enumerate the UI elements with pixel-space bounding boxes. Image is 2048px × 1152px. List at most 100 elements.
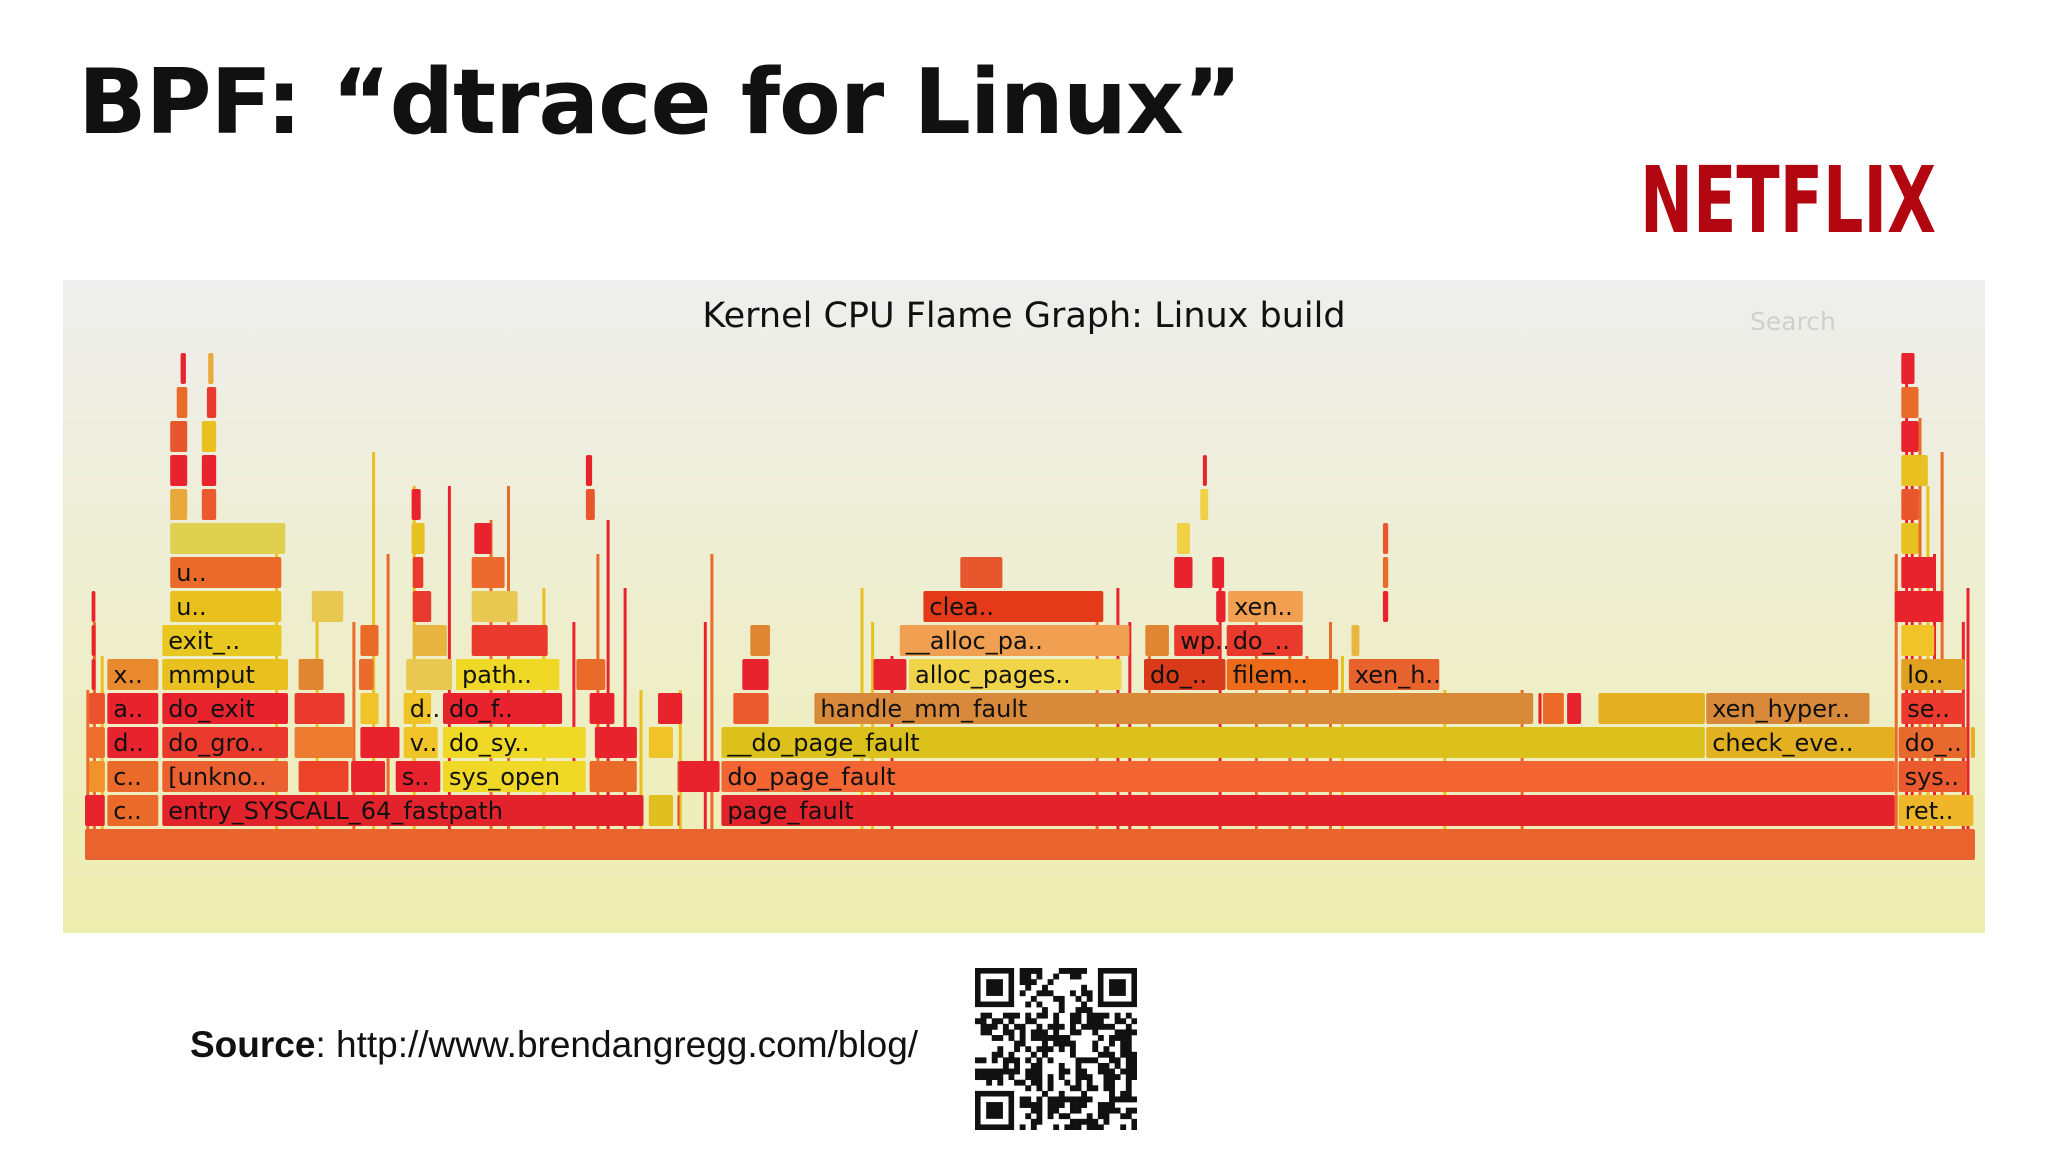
flame-frame[interactable] xyxy=(1901,523,1919,554)
flame-frame[interactable]: check_eve.. xyxy=(1706,727,1895,758)
flame-frame[interactable]: xen.. xyxy=(1228,591,1303,622)
flame-frame[interactable] xyxy=(91,659,96,690)
flame-frame[interactable]: alloc_pages.. xyxy=(909,659,1122,690)
flame-frame[interactable] xyxy=(679,761,720,792)
flame-frame[interactable] xyxy=(201,421,217,452)
flame-frame[interactable] xyxy=(873,659,907,690)
flame-frame[interactable]: do_exit xyxy=(162,693,288,724)
flame-frame[interactable]: handle_mm_fault xyxy=(814,693,1534,724)
flame-frame-sliver[interactable] xyxy=(606,520,610,860)
flame-frame[interactable] xyxy=(89,693,105,724)
flame-frame[interactable] xyxy=(201,489,217,520)
flame-frame[interactable]: a.. xyxy=(107,693,159,724)
flame-frame[interactable]: mmput xyxy=(162,659,288,690)
flame-frame-sliver[interactable] xyxy=(352,622,356,860)
flame-frame[interactable]: do_page_fault xyxy=(721,761,1895,792)
flame-frame-sliver[interactable] xyxy=(1940,452,1944,860)
flame-frame[interactable] xyxy=(648,727,673,758)
flame-frame[interactable] xyxy=(1216,591,1226,622)
flame-frame[interactable] xyxy=(1598,693,1705,724)
flame-frame[interactable] xyxy=(1202,455,1207,486)
flame-frame[interactable] xyxy=(180,353,186,384)
flame-frame[interactable]: x.. xyxy=(107,659,159,690)
source-url-link[interactable]: : http://www.brendangregg.com/blog/ xyxy=(315,1024,919,1065)
flame-frame[interactable] xyxy=(411,523,425,554)
flame-frame[interactable] xyxy=(750,625,770,656)
flame-graph-search-button[interactable]: Search xyxy=(1750,307,1836,336)
flame-frame[interactable] xyxy=(589,693,615,724)
flame-frame[interactable] xyxy=(960,557,1003,588)
flame-frame[interactable] xyxy=(1901,455,1928,486)
flame-frame[interactable] xyxy=(412,625,447,656)
flame-frame[interactable] xyxy=(1382,591,1389,622)
flame-frame[interactable] xyxy=(89,727,105,758)
flame-frame[interactable] xyxy=(733,693,769,724)
flame-frame[interactable] xyxy=(576,659,606,690)
flame-frame[interactable]: sys.. xyxy=(1898,761,1967,792)
flame-frame[interactable] xyxy=(412,557,424,588)
flame-frame[interactable]: d.. xyxy=(107,727,159,758)
flame-frame[interactable] xyxy=(1145,625,1169,656)
flame-frame[interactable]: d.. xyxy=(403,693,441,724)
flame-frame[interactable] xyxy=(89,761,105,792)
flame-frame-sliver[interactable] xyxy=(1894,554,1898,860)
flame-frame[interactable] xyxy=(1212,557,1225,588)
flame-frame[interactable]: c.. xyxy=(107,761,159,792)
flame-frame[interactable]: s.. xyxy=(395,761,441,792)
flame-frame[interactable] xyxy=(170,421,188,452)
flame-frame[interactable]: do_f.. xyxy=(443,693,563,724)
flame-frame[interactable]: do_.. xyxy=(1144,659,1226,690)
flame-frame[interactable]: u.. xyxy=(170,557,282,588)
flame-frame[interactable] xyxy=(658,693,683,724)
flame-frame[interactable]: sys_open xyxy=(443,761,586,792)
flame-frame[interactable] xyxy=(411,489,421,520)
flame-frame[interactable] xyxy=(298,761,349,792)
flame-frame[interactable] xyxy=(1174,557,1193,588)
flame-frame[interactable] xyxy=(1901,489,1919,520)
flame-frame[interactable] xyxy=(208,353,214,384)
flame-frame[interactable]: do_sy.. xyxy=(443,727,586,758)
flame-frame[interactable] xyxy=(1894,591,1944,622)
flame-frame[interactable] xyxy=(1542,693,1564,724)
flame-frame[interactable] xyxy=(170,523,286,554)
flame-frame[interactable]: ret.. xyxy=(1898,795,1974,826)
flame-frame[interactable]: clea.. xyxy=(923,591,1104,622)
flame-frame[interactable] xyxy=(360,625,379,656)
flame-frame[interactable] xyxy=(170,455,188,486)
flame-frame[interactable] xyxy=(589,761,637,792)
flame-frame[interactable] xyxy=(585,489,595,520)
flame-frame[interactable]: [unkno.. xyxy=(162,761,288,792)
flame-frame[interactable] xyxy=(1382,523,1389,554)
flame-frame[interactable]: lo.. xyxy=(1901,659,1965,690)
flame-frame-sliver[interactable] xyxy=(710,554,714,860)
flame-frame-sliver[interactable] xyxy=(703,622,707,860)
flame-frame-sliver[interactable] xyxy=(386,554,390,860)
flame-frame[interactable] xyxy=(471,591,518,622)
flame-frame[interactable] xyxy=(1200,489,1209,520)
flame-frame[interactable]: do_.. xyxy=(1226,625,1303,656)
flame-frame[interactable] xyxy=(1901,625,1935,656)
flame-frame[interactable] xyxy=(294,727,354,758)
flame-frame[interactable]: do_gro.. xyxy=(162,727,288,758)
flame-frame[interactable] xyxy=(360,727,400,758)
flame-frame[interactable] xyxy=(594,727,637,758)
flame-frame[interactable] xyxy=(1176,523,1190,554)
flame-frame[interactable]: v.. xyxy=(403,727,438,758)
flame-frame[interactable] xyxy=(1382,557,1389,588)
flame-frame[interactable] xyxy=(585,455,593,486)
flame-frame[interactable] xyxy=(1538,693,1542,724)
flame-frame[interactable] xyxy=(360,693,379,724)
flame-frame[interactable] xyxy=(471,625,548,656)
flame-frame[interactable]: __alloc_pa.. xyxy=(899,625,1130,656)
flame-frame[interactable] xyxy=(471,557,505,588)
flame-frame-sliver[interactable] xyxy=(639,690,643,860)
flame-frame[interactable]: path.. xyxy=(456,659,560,690)
flame-frame[interactable] xyxy=(91,625,96,656)
flame-frame-sliver[interactable] xyxy=(86,690,90,860)
flame-frame[interactable] xyxy=(1901,421,1919,452)
flame-frame-sliver[interactable] xyxy=(1966,588,1970,860)
flame-frame[interactable]: page_fault xyxy=(721,795,1895,826)
flame-frame[interactable] xyxy=(677,795,680,826)
flame-frame[interactable] xyxy=(1351,625,1360,656)
flame-frame[interactable]: do_.. xyxy=(1898,727,1967,758)
